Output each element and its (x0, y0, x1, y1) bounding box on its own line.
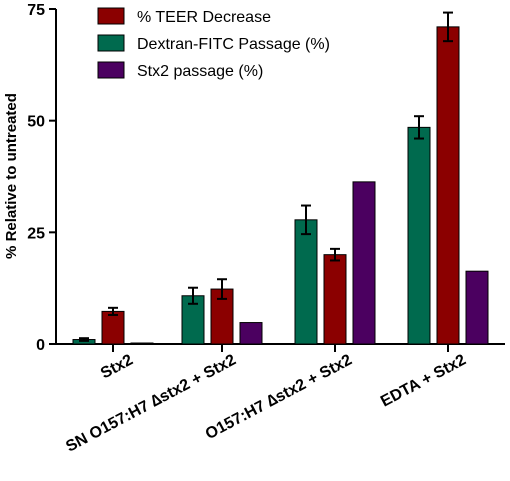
y-tick-label: 0 (36, 337, 45, 354)
bars (72, 26, 489, 345)
bar (352, 181, 376, 345)
bar (436, 26, 460, 345)
category-label: EDTA + Stx2 (378, 351, 469, 410)
category-label: Stx2 (98, 351, 136, 382)
legend-swatch (97, 7, 125, 25)
legend-label: Stx2 passage (%) (137, 63, 263, 80)
legend-swatch (97, 34, 125, 52)
bar (239, 322, 263, 345)
y-tick-label: 50 (27, 114, 45, 131)
bar (323, 254, 347, 345)
error-bars (79, 11, 453, 342)
bar (465, 270, 489, 345)
y-axis-title: % Relative to untreated (3, 93, 20, 259)
legend-label: % TEER Decrease (137, 9, 271, 26)
x-ticks (112, 344, 449, 352)
bar (407, 126, 431, 345)
y-tick-label: 75 (27, 2, 45, 19)
legend-swatch (97, 61, 125, 79)
bar (130, 342, 154, 345)
bar (101, 310, 125, 345)
y-ticks: 0 25 50 75 (27, 2, 56, 354)
y-tick-label: 25 (27, 225, 45, 242)
legend: % TEER Decrease Dextran-FITC Passage (%) S… (97, 7, 330, 80)
bar (294, 219, 318, 345)
legend-label: Dextran-FITC Passage (%) (137, 36, 330, 53)
